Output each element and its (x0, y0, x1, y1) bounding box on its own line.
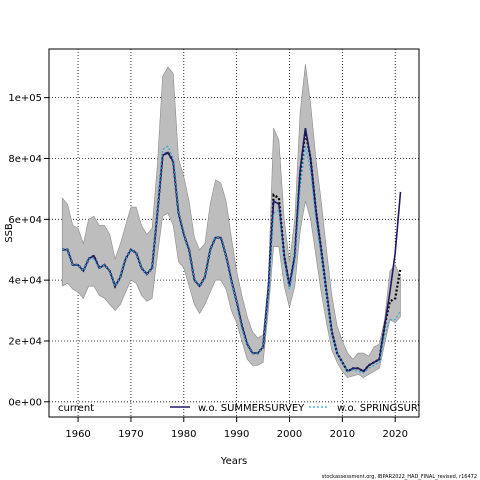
y-tick-label: 8e+04 (8, 154, 42, 165)
x-axis: 1960 1970 1980 1990 2000 2010 2020 (65, 417, 408, 440)
footer-note: stockassessment.org, IBPAR2022_HAD_FINAL… (322, 474, 477, 480)
y-tick-label: 1e+05 (8, 93, 42, 104)
plot-frame (48, 48, 420, 418)
confidence-band-layer (61, 64, 401, 378)
x-tick-label: 2010 (330, 429, 355, 440)
legend-label-1: w.o. SUMMERSURVEY (198, 403, 305, 414)
legend-label-2: w.o. SPRINGSURVEY (337, 403, 437, 414)
y-axis-label: SSB (4, 223, 15, 243)
y-tick-label: 4e+04 (8, 276, 42, 287)
series-line-2 (62, 145, 402, 374)
legend-label-0: current (58, 403, 94, 414)
legend-clip (419, 399, 480, 413)
x-tick-label: 1960 (65, 429, 90, 440)
y-tick-label: 0e+00 (8, 397, 42, 408)
x-tick-label: 1990 (224, 429, 249, 440)
x-tick-label: 1980 (171, 429, 196, 440)
y-axis: 0e+00 2e+04 4e+04 6e+04 8e+04 1e+05 (8, 93, 49, 408)
x-tick-label: 2000 (277, 429, 302, 440)
y-tick-label: 2e+04 (8, 336, 42, 347)
confidence-band (61, 64, 401, 378)
x-tick-label: 2020 (382, 429, 407, 440)
y-tick-label: 6e+04 (8, 215, 42, 226)
x-tick-label: 1970 (118, 429, 143, 440)
series-layer (62, 127, 402, 374)
legend: current w.o. SUMMERSURVEY w.o. SPRINGSURVE… (58, 399, 480, 414)
x-axis-label: Years (220, 456, 247, 467)
